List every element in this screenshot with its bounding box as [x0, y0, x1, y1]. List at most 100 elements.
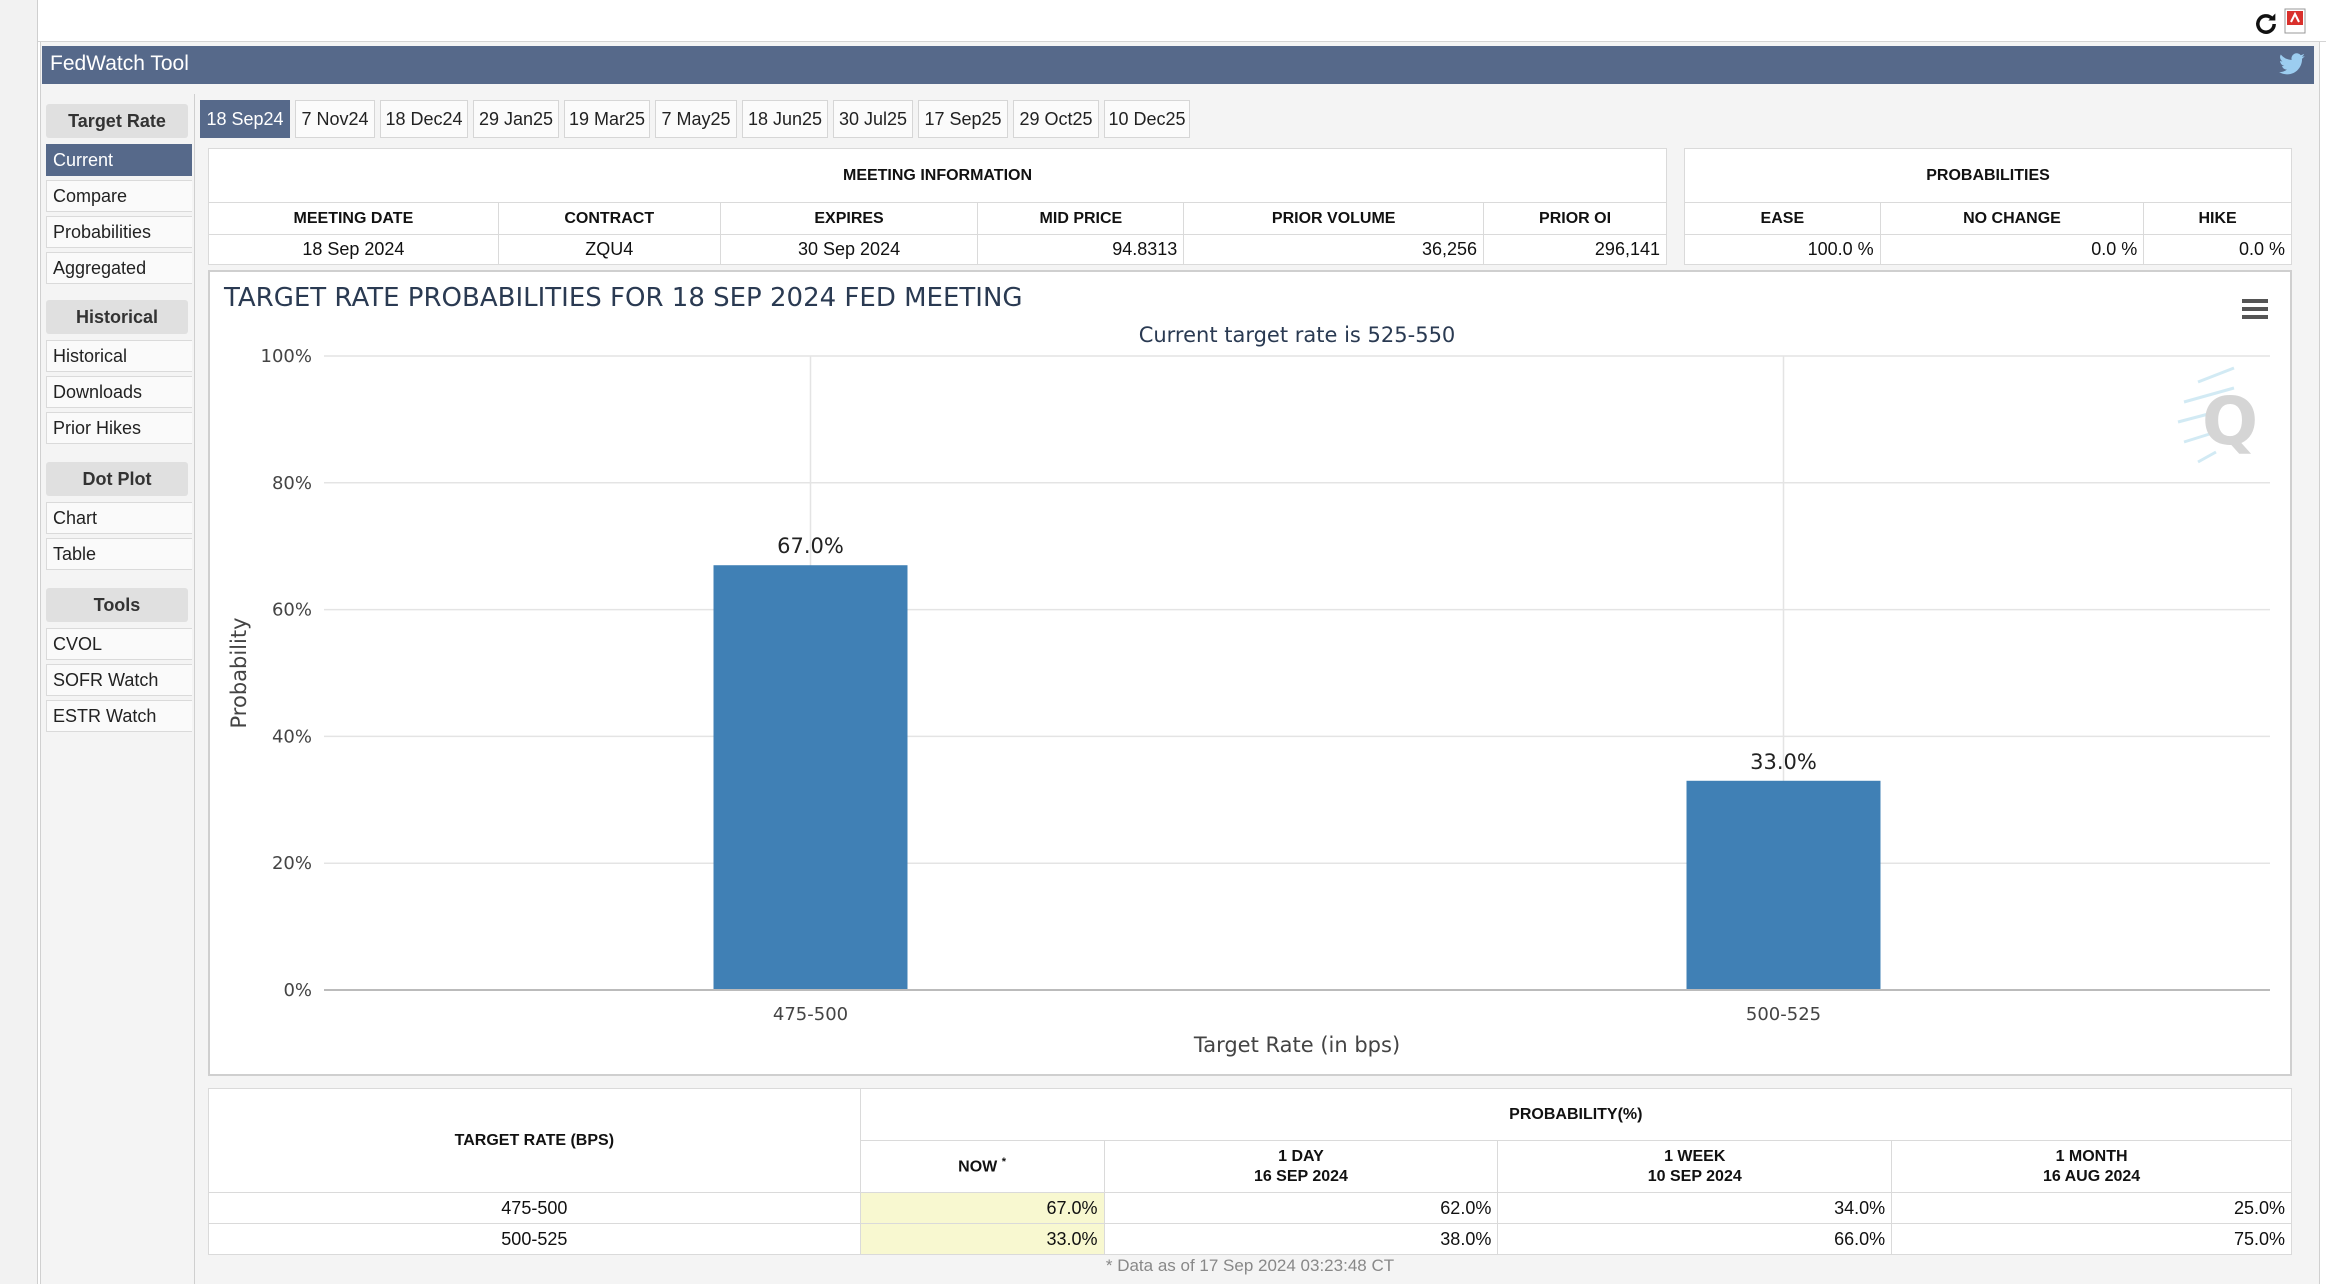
y-tick-label: 80%	[272, 473, 312, 494]
value-hike: 0.0 %	[2143, 234, 2292, 265]
tab-7-may25[interactable]: 7 May25	[655, 100, 737, 138]
twitter-icon[interactable]	[2278, 52, 2306, 78]
row-now: 33.0%	[859, 1223, 1105, 1255]
sidebar-heading-dot-plot: Dot Plot	[46, 462, 188, 496]
header-now: NOW *	[859, 1140, 1105, 1193]
row-1-month: 75.0%	[1891, 1223, 2292, 1255]
row-rate: 475-500	[208, 1192, 861, 1224]
quikstrike-logo-icon: Q	[2177, 366, 2256, 464]
row-1-week: 66.0%	[1497, 1223, 1893, 1255]
chart-subtitle: Current target rate is 525-550	[1139, 323, 1456, 347]
y-axis-label: Probability	[227, 617, 251, 728]
header-probability-group: PROBABILITY(%)	[859, 1088, 2293, 1141]
row-1-week: 34.0%	[1497, 1192, 1893, 1224]
tab-29-oct25[interactable]: 29 Oct25	[1013, 100, 1099, 138]
row-now: 67.0%	[859, 1192, 1105, 1224]
header-ease: EASE	[1684, 202, 1881, 235]
sidebar-item-table[interactable]: Table	[46, 538, 192, 570]
probabilities-title: PROBABILITIES	[1684, 148, 2292, 203]
sidebar-heading-target-rate: Target Rate	[46, 104, 188, 138]
tab-19-mar25[interactable]: 19 Mar25	[564, 100, 650, 138]
sidebar-item-prior-hikes[interactable]: Prior Hikes	[46, 412, 192, 444]
value-expires: 30 Sep 2024	[719, 234, 979, 265]
header-prior-volume: PRIOR VOLUME	[1183, 202, 1485, 235]
y-tick-label: 100%	[261, 346, 312, 367]
tab-18-jun25[interactable]: 18 Jun25	[742, 100, 828, 138]
pdf-icon[interactable]	[2284, 8, 2306, 34]
sidebar-item-current[interactable]: Current	[46, 144, 192, 176]
header-mid-price: MID PRICE	[977, 202, 1185, 235]
header-prior-oi: PRIOR OI	[1483, 202, 1667, 235]
sidebar-item-downloads[interactable]: Downloads	[46, 376, 192, 408]
header-1-month-date: 16 AUG 2024	[2042, 1167, 2141, 1185]
meeting-information-table: MEETING INFORMATION MEETING DATE CONTRAC…	[208, 148, 1667, 265]
app-title: FedWatch Tool	[50, 52, 189, 75]
row-rate: 500-525	[208, 1223, 861, 1255]
header-1-week: 1 WEEK 10 SEP 2024	[1497, 1140, 1893, 1193]
row-1-day: 38.0%	[1103, 1223, 1499, 1255]
tab-30-jul25[interactable]: 30 Jul25	[833, 100, 913, 138]
value-meeting-date: 18 Sep 2024	[208, 234, 499, 265]
y-tick-label: 20%	[272, 853, 312, 874]
header-contract: CONTRACT	[497, 202, 721, 235]
chart-title: TARGET RATE PROBABILITIES FOR 18 SEP 202…	[223, 283, 1023, 313]
sidebar-item-probabilities[interactable]: Probabilities	[46, 216, 192, 248]
value-contract: ZQU4	[497, 234, 721, 265]
tab-7-nov24[interactable]: 7 Nov24	[295, 100, 375, 138]
target-rate-chart: TARGET RATE PROBABILITIES FOR 18 SEP 202…	[223, 283, 2270, 1057]
header-1-week-label: 1 WEEK	[1664, 1147, 1726, 1165]
refresh-icon[interactable]	[2252, 10, 2280, 38]
bar-data-label: 67.0%	[777, 534, 844, 558]
header-target-rate-bps: TARGET RATE (BPS)	[208, 1088, 861, 1193]
value-no-change: 0.0 %	[1879, 234, 2145, 265]
header-1-month-label: 1 MONTH	[2055, 1147, 2128, 1165]
top-toolbar	[38, 0, 2326, 42]
probabilities-summary-table: PROBABILITIES EASE NO CHANGE HIKE 100.0 …	[1684, 148, 2292, 265]
y-tick-label: 40%	[272, 726, 312, 747]
header-1-day: 1 DAY 16 SEP 2024	[1103, 1140, 1499, 1193]
tab-17-sep25[interactable]: 17 Sep25	[918, 100, 1008, 138]
y-tick-label: 0%	[283, 980, 312, 1001]
x-tick-label: 475-500	[773, 1004, 848, 1025]
tab-29-jan25[interactable]: 29 Jan25	[473, 100, 559, 138]
svg-text:Q: Q	[2202, 383, 2256, 460]
left-gutter	[0, 0, 38, 1284]
sidebar-heading-historical: Historical	[46, 300, 188, 334]
tab-18-sep24[interactable]: 18 Sep24	[200, 100, 290, 138]
header-1-day-date: 16 SEP 2024	[1253, 1167, 1348, 1185]
data-timestamp-footnote: * Data as of 17 Sep 2024 03:23:48 CT	[208, 1256, 2292, 1284]
sidebar-item-historical[interactable]: Historical	[46, 340, 192, 372]
sidebar-heading-tools: Tools	[46, 588, 188, 622]
probability-history-table: TARGET RATE (BPS) PROBABILITY(%) NOW * 1…	[208, 1088, 2293, 1255]
header-no-change: NO CHANGE	[1879, 202, 2145, 235]
meeting-information-title: MEETING INFORMATION	[208, 148, 1667, 203]
header-meeting-date: MEETING DATE	[208, 202, 499, 235]
tab-18-dec24[interactable]: 18 Dec24	[380, 100, 468, 138]
y-tick-label: 60%	[272, 600, 312, 621]
sidebar-item-chart[interactable]: Chart	[46, 502, 192, 534]
row-1-day: 62.0%	[1103, 1192, 1499, 1224]
header-now-asterisk: *	[1001, 1156, 1007, 1169]
header-1-week-date: 10 SEP 2024	[1647, 1167, 1742, 1185]
value-mid-price: 94.8313	[977, 234, 1185, 265]
header-now-label: NOW	[958, 1158, 998, 1176]
table-row: 500-525 33.0% 38.0% 66.0% 75.0%	[208, 1223, 2292, 1255]
sidebar-item-aggregated[interactable]: Aggregated	[46, 252, 192, 284]
sidebar-item-sofr-watch[interactable]: SOFR Watch	[46, 664, 192, 696]
header-1-month: 1 MONTH 16 AUG 2024	[1891, 1140, 2292, 1193]
bar	[1686, 780, 1881, 990]
x-tick-label: 500-525	[1746, 1004, 1821, 1025]
x-axis-label: Target Rate (in bps)	[1193, 1033, 1400, 1057]
tab-10-dec25[interactable]: 10 Dec25	[1104, 100, 1190, 138]
sidebar-item-compare[interactable]: Compare	[46, 180, 192, 212]
sidebar-item-cvol[interactable]: CVOL	[46, 628, 192, 660]
sidebar-item-estr-watch[interactable]: ESTR Watch	[46, 700, 192, 732]
row-1-month: 25.0%	[1891, 1192, 2292, 1224]
hamburger-menu-icon[interactable]	[2240, 296, 2270, 322]
bar-data-label: 33.0%	[1750, 750, 1817, 774]
header-hike: HIKE	[2143, 202, 2292, 235]
value-prior-volume: 36,256	[1183, 234, 1485, 265]
value-ease: 100.0 %	[1684, 234, 1881, 265]
chart-container: TARGET RATE PROBABILITIES FOR 18 SEP 202…	[208, 270, 2292, 1076]
table-row: 475-500 67.0% 62.0% 34.0% 25.0%	[208, 1192, 2292, 1224]
